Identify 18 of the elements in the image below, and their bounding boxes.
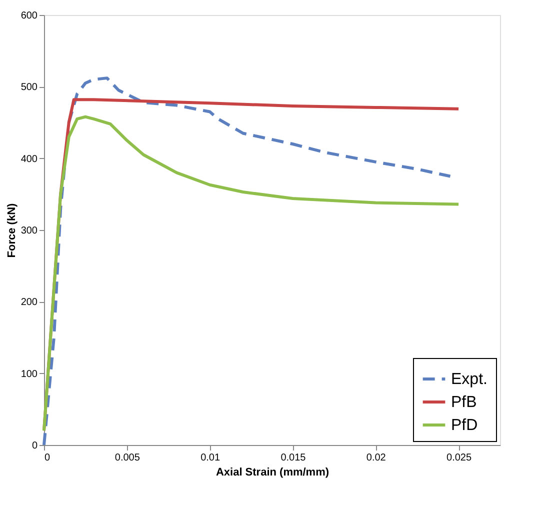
legend-label: PfB [451, 394, 477, 411]
legend-label: Expt. [451, 371, 488, 388]
y-tick-label: 500 [20, 82, 38, 94]
y-tick-label: 200 [20, 297, 38, 308]
legend-label: PfD [451, 417, 478, 434]
y-tick-label: 600 [20, 10, 38, 22]
y-tick-label: 400 [20, 154, 38, 165]
y-tick-label: 300 [20, 226, 38, 236]
x-tick-label: 0.005 [114, 452, 140, 464]
y-axis-title: Force (kN) [6, 202, 18, 258]
y-tick-label: 0 [32, 440, 38, 452]
x-tick-label: 0 [44, 452, 50, 464]
x-tick-label: 0.015 [280, 452, 306, 464]
x-tick-label: 0.025 [446, 452, 472, 464]
x-axis-title: Axial Strain (mm/mm) [216, 466, 330, 478]
x-tick-label: 0.02 [366, 452, 386, 464]
x-tick-label: 0.01 [200, 452, 220, 464]
y-tick-label: 100 [20, 368, 38, 380]
